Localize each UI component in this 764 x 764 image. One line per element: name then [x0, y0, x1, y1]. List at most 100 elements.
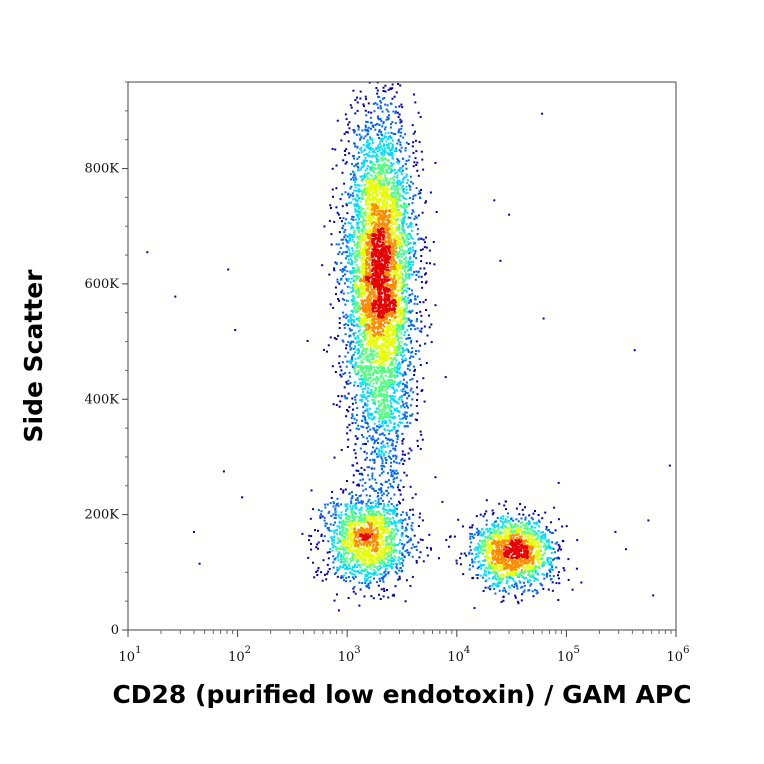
- data-point: [347, 392, 350, 395]
- data-point: [396, 202, 399, 205]
- data-point: [410, 319, 413, 322]
- data-point: [415, 150, 418, 153]
- data-point: [473, 607, 476, 609]
- data-point: [408, 257, 411, 260]
- data-point: [469, 545, 472, 548]
- data-point: [363, 321, 366, 324]
- data-point: [360, 265, 363, 268]
- data-point: [361, 222, 364, 225]
- data-point: [347, 258, 350, 261]
- data-point: [354, 183, 357, 186]
- data-point: [383, 520, 386, 523]
- data-point: [342, 489, 345, 492]
- data-point: [363, 387, 366, 390]
- data-point: [376, 355, 379, 358]
- data-point: [387, 532, 390, 535]
- data-point: [370, 467, 373, 470]
- data-point: [363, 226, 366, 229]
- data-point: [409, 311, 412, 314]
- data-point: [354, 381, 357, 384]
- data-point: [418, 190, 421, 193]
- data-point: [385, 462, 388, 464]
- data-point: [357, 204, 360, 207]
- data-point: [395, 218, 398, 221]
- data-point: [396, 370, 398, 373]
- data-point: [373, 450, 376, 453]
- data-point: [391, 97, 394, 100]
- data-point: [419, 512, 421, 515]
- data-point: [419, 301, 422, 304]
- data-point: [349, 505, 352, 508]
- data-point: [571, 588, 574, 591]
- data-point: [411, 273, 413, 276]
- data-point: [361, 474, 364, 476]
- data-point: [350, 313, 353, 316]
- data-point: [354, 398, 357, 401]
- data-point: [403, 416, 406, 419]
- data-point: [344, 333, 347, 336]
- data-point: [369, 354, 372, 357]
- data-point: [342, 275, 345, 277]
- data-point: [395, 400, 398, 403]
- data-point: [356, 269, 359, 272]
- data-point: [364, 210, 367, 213]
- data-point: [539, 582, 542, 585]
- data-point: [400, 131, 402, 134]
- data-point: [353, 251, 356, 254]
- data-point: [365, 376, 368, 379]
- data-point: [410, 229, 413, 232]
- data-point: [377, 173, 380, 176]
- data-point: [365, 216, 368, 219]
- data-point: [492, 570, 495, 573]
- data-point: [396, 375, 399, 378]
- data-point: [486, 544, 489, 547]
- data-point: [557, 543, 560, 546]
- data-point: [387, 88, 390, 91]
- data-point: [347, 597, 350, 599]
- data-point: [392, 203, 395, 206]
- data-point: [342, 519, 345, 522]
- data-point: [542, 531, 544, 534]
- data-point: [502, 523, 505, 526]
- data-point: [379, 518, 382, 521]
- data-point: [406, 249, 409, 252]
- data-point: [363, 520, 366, 522]
- data-point: [354, 456, 357, 459]
- data-point: [384, 406, 386, 409]
- data-point: [361, 129, 364, 132]
- data-point: [360, 178, 363, 181]
- data-point: [541, 540, 544, 543]
- data-point: [340, 575, 343, 577]
- data-point: [367, 359, 370, 362]
- data-point: [508, 531, 511, 533]
- data-point: [393, 199, 396, 202]
- data-point: [479, 513, 482, 516]
- data-point: [549, 545, 552, 548]
- data-point: [389, 364, 392, 367]
- data-point: [379, 598, 382, 600]
- data-point: [372, 427, 375, 430]
- data-point: [401, 178, 404, 181]
- data-point: [508, 527, 511, 530]
- data-point: [475, 553, 478, 556]
- data-point: [392, 447, 395, 450]
- data-point: [331, 188, 334, 191]
- data-point: [348, 152, 351, 155]
- data-point: [377, 405, 380, 408]
- data-point: [353, 577, 355, 580]
- data-point: [356, 365, 359, 367]
- data-point: [398, 552, 401, 555]
- data-point: [407, 301, 410, 304]
- data-point: [388, 543, 391, 545]
- data-point: [503, 504, 506, 507]
- data-point: [399, 562, 402, 565]
- data-point: [560, 548, 563, 551]
- data-point: [386, 532, 389, 535]
- data-point: [392, 181, 395, 183]
- data-point: [392, 205, 395, 208]
- data-point: [362, 137, 365, 140]
- data-point: [414, 368, 416, 371]
- data-point: [541, 572, 544, 575]
- data-point: [423, 241, 426, 244]
- data-point: [356, 341, 359, 344]
